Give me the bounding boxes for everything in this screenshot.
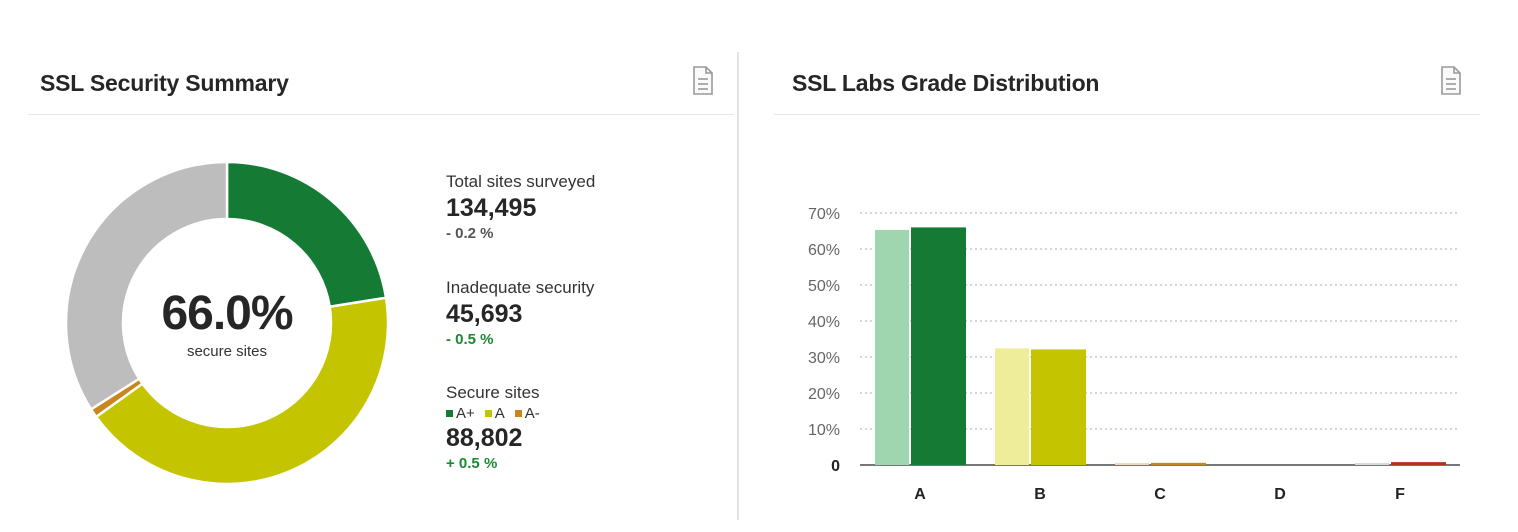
panel-title: SSL Security Summary [40,70,289,96]
bar-b-series-2 [1031,349,1086,465]
y-tick-label: 60% [808,242,840,259]
y-tick-label: 20% [808,386,840,403]
donut-segment-a [94,296,390,486]
legend-item-a-minus: A- [514,405,540,422]
donut-segment-inadequate [64,160,229,411]
x-tick-label: A [914,486,926,503]
legend-item-a-plus: A+ [446,405,475,422]
grade-legend: A+ A A- [446,405,550,422]
legend-label: A+ [456,405,475,422]
stat-label: Secure sites [446,383,540,402]
stat-total-sites: Total sites surveyed 134,495 - 0.2 % [446,172,595,242]
y-tick-label: 40% [808,314,840,331]
y-tick-label: 10% [808,422,840,439]
legend-swatch [446,410,453,417]
ssl-grade-distribution-panel: SSL Labs Grade Distribution 0 10% 20% 30% 40… [774,52,1480,532]
bar-a-series-1 [875,229,909,465]
panel-header-divider [774,114,1480,115]
legend-item-a: A [484,405,505,422]
y-tick-label: 0 [831,458,840,475]
y-tick-label: 50% [808,278,840,295]
secure-sites-donut-chart [64,160,390,486]
bar-c-series-1 [1115,463,1149,465]
stat-change: + 0.5 % [446,455,498,472]
secure-percentage: 66.0% [161,287,293,340]
stat-value: 45,693 [446,300,523,328]
x-tick-label: B [1034,486,1046,503]
secure-percentage-label: secure sites [186,343,268,360]
panel-title: SSL Labs Grade Distribution [792,70,1100,96]
legend-swatch [484,410,492,417]
legend-label: A- [524,405,540,422]
y-tick-label: 30% [808,350,840,367]
grade-distribution-bar-chart: 0 10% 20% 30% 40% 50% 60% 70% A B C D F [808,206,1460,503]
bar-a-series-2 [911,227,966,465]
bar-f-series-2 [1391,462,1446,465]
legend-label: A [494,405,505,422]
panel-header-divider [28,114,734,115]
bar-b-series-1 [995,348,1029,465]
stat-change: - 0.5 % [446,331,494,348]
ssl-security-summary-panel: SSL Security Summary 66.0% secure sites … [28,52,734,532]
donut-center: 66.0% secure sites [64,160,390,486]
y-tick-label: 70% [808,206,840,223]
stat-secure-sites: Secure sites A+ A A- 88,802 + 0.5 % [446,383,550,472]
document-icon[interactable] [1440,66,1462,96]
legend-swatch [514,410,522,417]
stat-value: 88,802 [446,424,523,452]
x-tick-label: C [1154,486,1166,503]
bar-c-series-2 [1151,462,1206,465]
stat-label: Inadequate security [446,278,595,297]
document-icon[interactable] [692,66,714,96]
stat-value: 134,495 [446,194,537,222]
stat-change: - 0.2 % [446,225,494,242]
stat-label: Total sites surveyed [446,172,596,191]
bar-f-series-1 [1355,463,1389,465]
x-tick-label: F [1395,486,1405,503]
stat-inadequate-security: Inadequate security 45,693 - 0.5 % [446,278,594,348]
x-tick-label: D [1274,486,1286,503]
panel-divider [737,52,739,520]
